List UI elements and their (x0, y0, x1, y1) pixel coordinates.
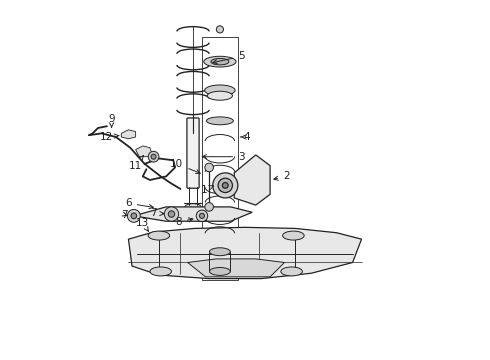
Polygon shape (122, 130, 136, 139)
Ellipse shape (207, 91, 232, 100)
Circle shape (213, 173, 238, 198)
Text: 5: 5 (213, 51, 245, 64)
Ellipse shape (205, 85, 235, 96)
Ellipse shape (206, 117, 233, 125)
Circle shape (148, 151, 159, 162)
Ellipse shape (210, 248, 230, 256)
Ellipse shape (204, 56, 236, 67)
Text: 13: 13 (136, 218, 149, 231)
Bar (202, 37, 238, 280)
Circle shape (168, 211, 175, 217)
Text: 2: 2 (274, 171, 290, 181)
Text: 1: 1 (200, 185, 214, 195)
Polygon shape (234, 155, 270, 205)
Circle shape (196, 210, 208, 222)
Text: 8: 8 (175, 217, 193, 227)
Circle shape (199, 213, 204, 219)
Polygon shape (188, 259, 285, 277)
Text: 6: 6 (125, 198, 153, 209)
Circle shape (127, 210, 140, 222)
Circle shape (164, 207, 179, 221)
Text: 3: 3 (202, 152, 245, 162)
FancyBboxPatch shape (187, 118, 199, 188)
Polygon shape (128, 227, 362, 279)
Text: 4: 4 (241, 132, 250, 142)
Text: 10: 10 (171, 159, 200, 174)
Ellipse shape (283, 231, 304, 240)
Circle shape (205, 163, 214, 172)
Circle shape (216, 26, 223, 33)
Circle shape (222, 183, 228, 188)
Circle shape (205, 203, 214, 211)
Circle shape (131, 213, 137, 219)
Ellipse shape (210, 267, 230, 275)
Ellipse shape (281, 267, 302, 276)
Text: 9: 9 (108, 114, 115, 127)
Text: 11: 11 (129, 156, 144, 171)
Circle shape (218, 178, 232, 193)
Polygon shape (136, 146, 152, 157)
Polygon shape (134, 207, 252, 221)
Text: 7: 7 (150, 208, 164, 219)
Text: 12: 12 (100, 132, 119, 142)
Text: 7: 7 (122, 210, 128, 220)
Ellipse shape (185, 204, 201, 210)
Ellipse shape (148, 231, 170, 240)
Ellipse shape (150, 267, 172, 276)
Circle shape (151, 154, 156, 159)
Ellipse shape (211, 58, 229, 65)
